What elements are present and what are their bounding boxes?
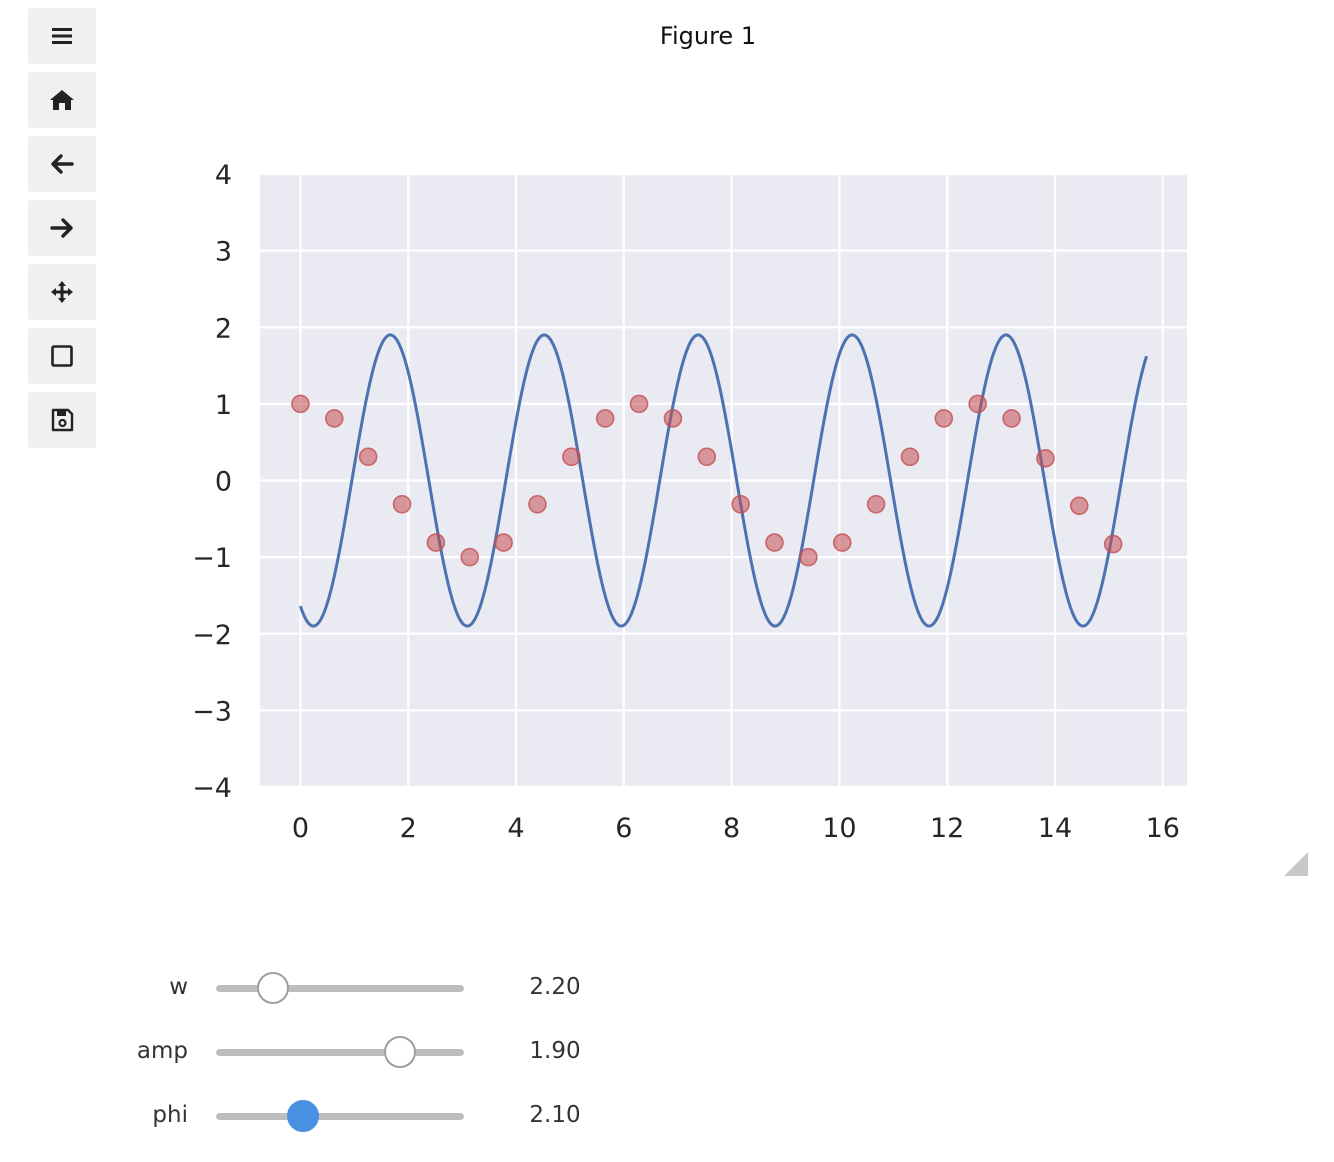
y-tick-labels: 4 3 2 1 0 −1 −2 −3 −4: [192, 160, 232, 804]
scatter-point: [562, 447, 581, 467]
x-tick-label: 2: [400, 813, 417, 844]
slider-row-phi: phi 2.10: [0, 1088, 700, 1144]
figure-title: Figure 1: [659, 22, 757, 50]
menu-button[interactable]: [28, 8, 96, 64]
scatter-point: [460, 547, 480, 567]
x-tick-label: 8: [723, 813, 740, 844]
slider-row-w: w 2.20: [0, 960, 700, 1016]
x-tick-label: 16: [1146, 813, 1180, 844]
scatter-point: [697, 447, 717, 467]
figure-toolbar: [28, 8, 96, 456]
slider-value-w: 2.20: [529, 974, 581, 1000]
forward-button[interactable]: [28, 200, 96, 256]
x-tick-labels: 0 2 4 6 8 10 12 14 16: [292, 813, 1180, 844]
x-tick-label: 14: [1038, 813, 1072, 844]
scatter-point: [866, 494, 886, 514]
scatter-point: [1103, 534, 1123, 554]
home-button[interactable]: [28, 72, 96, 128]
slider-track-amp[interactable]: [216, 1036, 464, 1068]
slider-value-amp: 1.90: [529, 1038, 581, 1064]
y-tick-label: 4: [215, 160, 232, 191]
slider-label-w: w: [169, 974, 188, 1000]
line-series: [299, 333, 1149, 628]
scatter-point: [663, 409, 683, 428]
slider-track-phi[interactable]: [216, 1100, 464, 1132]
scatter-point: [731, 494, 750, 514]
arrow-left-icon: [51, 154, 74, 174]
slider-value-phi: 2.10: [529, 1102, 581, 1128]
arrow-right-icon: [50, 218, 73, 238]
scatter-point: [765, 533, 784, 552]
slider-track-w[interactable]: [216, 972, 464, 1004]
scatter-point: [1036, 448, 1055, 468]
scatter-point: [291, 394, 310, 414]
zoom-rect-icon: [51, 345, 73, 367]
y-tick-label: 2: [215, 313, 232, 344]
x-tick-label: 12: [930, 813, 964, 844]
y-tick-label: 0: [215, 467, 232, 498]
sine-curve: [299, 333, 1149, 628]
scatter-point: [900, 447, 920, 467]
scatter-point: [799, 547, 818, 567]
scatter-point: [968, 394, 987, 414]
home-icon: [50, 90, 74, 110]
slider-label-amp: amp: [136, 1038, 188, 1064]
x-tick-label: 6: [615, 813, 632, 844]
resize-handle[interactable]: [1284, 852, 1308, 876]
scatter-point: [1002, 409, 1021, 428]
save-button[interactable]: [28, 392, 96, 448]
scatter-point: [358, 447, 378, 467]
slider-label-phi: phi: [152, 1102, 188, 1128]
x-tick-label: 0: [292, 813, 309, 844]
back-button[interactable]: [28, 136, 96, 192]
x-tick-label: 4: [507, 813, 524, 844]
y-tick-label: −4: [192, 773, 232, 804]
y-tick-label: −2: [192, 620, 232, 651]
y-tick-label: −1: [192, 543, 232, 574]
slider-row-amp: amp 1.90: [0, 1024, 700, 1080]
scatter-point: [595, 409, 615, 428]
pan-button[interactable]: [28, 264, 96, 320]
scatter-point: [528, 494, 547, 514]
scatter-point: [324, 409, 344, 428]
scatter-point: [1069, 496, 1089, 516]
scatter-point: [426, 533, 446, 552]
slider-handle-phi[interactable]: [286, 1100, 319, 1132]
move-icon: [51, 281, 73, 303]
scatter-point: [934, 409, 954, 428]
x-tick-label: 10: [822, 813, 856, 844]
slider-handle-amp[interactable]: [383, 1036, 416, 1068]
scatter-point: [629, 394, 649, 414]
menu-icon: [52, 28, 72, 44]
y-tick-label: −3: [192, 696, 232, 727]
save-icon: [51, 408, 74, 432]
scatter-point: [832, 533, 852, 552]
y-tick-label: 1: [215, 390, 232, 421]
scatter-series: [291, 394, 1123, 567]
y-tick-label: 3: [215, 237, 232, 268]
scatter-point: [392, 494, 412, 514]
slider-handle-w[interactable]: [257, 972, 290, 1004]
scatter-point: [494, 533, 513, 552]
zoom-button[interactable]: [28, 328, 96, 384]
